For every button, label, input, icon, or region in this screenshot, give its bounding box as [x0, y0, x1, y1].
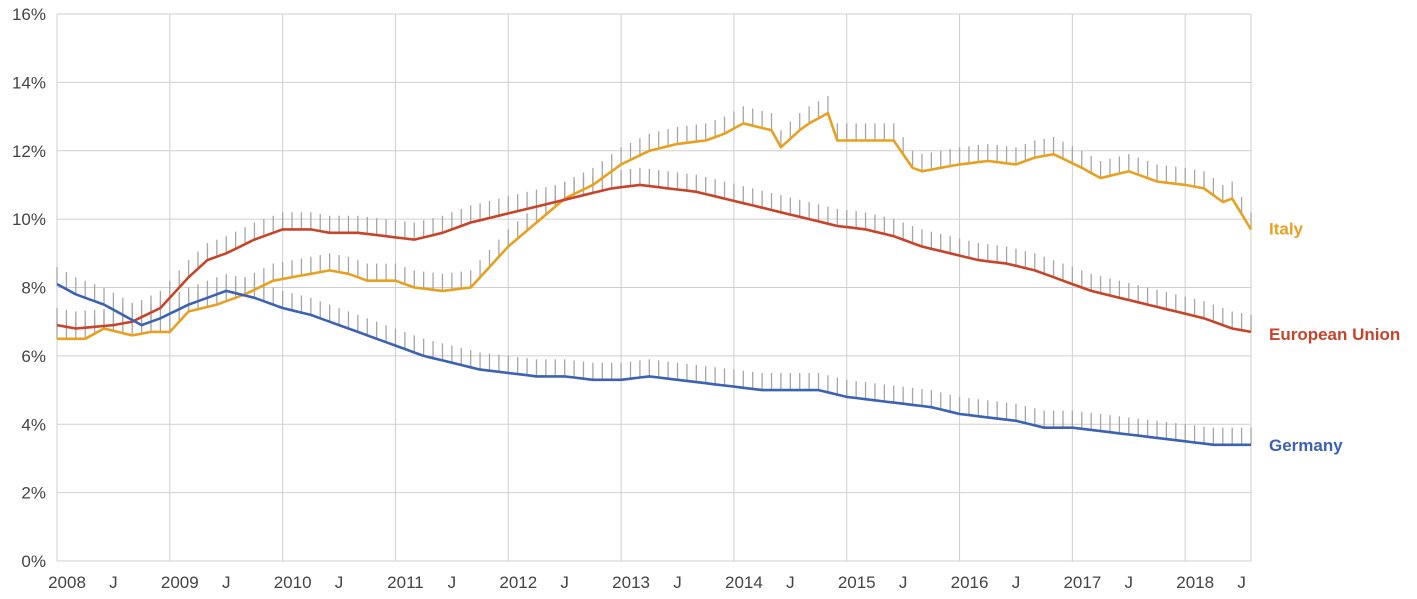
x-tick-label: 2011 [387, 573, 424, 592]
x-tick-label: 2018 [1176, 573, 1214, 592]
series-label-germany: Germany [1269, 436, 1343, 455]
x-tick-label: J [448, 573, 457, 592]
x-tick-label: 2013 [612, 573, 650, 592]
whisker-marks [56, 96, 1252, 445]
y-tick-label: 10% [12, 210, 46, 229]
x-tick-label: J [222, 573, 231, 592]
x-tick-label: 2010 [274, 573, 312, 592]
x-tick-label: 2009 [161, 573, 199, 592]
series-line-italy [57, 111, 1253, 341]
x-tick-label: J [1237, 573, 1246, 592]
y-tick-label: 4% [21, 415, 46, 434]
y-tick-label: 2% [21, 484, 46, 503]
series-lines [56, 111, 1253, 447]
y-tick-label: 8% [21, 279, 46, 298]
y-tick-label: 0% [21, 552, 46, 571]
x-tick-label: J [899, 573, 908, 592]
x-tick-label: 2015 [838, 573, 876, 592]
x-tick-label: J [786, 573, 795, 592]
x-tick-label: J [1125, 573, 1134, 592]
y-tick-label: 6% [21, 347, 46, 366]
x-tick-label: J [560, 573, 569, 592]
x-tick-label: 2014 [725, 573, 763, 592]
x-tick-label: 2012 [499, 573, 537, 592]
series-label-european-union: European Union [1269, 325, 1400, 344]
series-labels: Italy European Union Germany [1269, 219, 1400, 454]
x-tick-label: J [1012, 573, 1021, 592]
x-tick-label: J [673, 573, 682, 592]
x-axis-ticks: 2008 J 2009 J 2010 J 2011 J 2012 J 2013 J 2014 J 2015 J… [48, 573, 1246, 592]
series-label-italy: Italy [1269, 219, 1304, 238]
x-tick-label: 2016 [951, 573, 989, 592]
series-line-european-union [56, 183, 1252, 334]
x-tick-label: 2008 [48, 573, 86, 592]
y-tick-label: 12% [12, 142, 46, 161]
y-tick-label: 16% [12, 5, 46, 24]
y-tick-label: 14% [12, 73, 46, 92]
x-tick-label: 2017 [1063, 573, 1101, 592]
x-tick-label: J [335, 573, 344, 592]
series-line-germany [56, 282, 1251, 447]
y-axis-ticks: 0% 2% 4% 6% 8% 10% 12% 14% 16% [12, 5, 46, 571]
x-tick-label: J [109, 573, 118, 592]
